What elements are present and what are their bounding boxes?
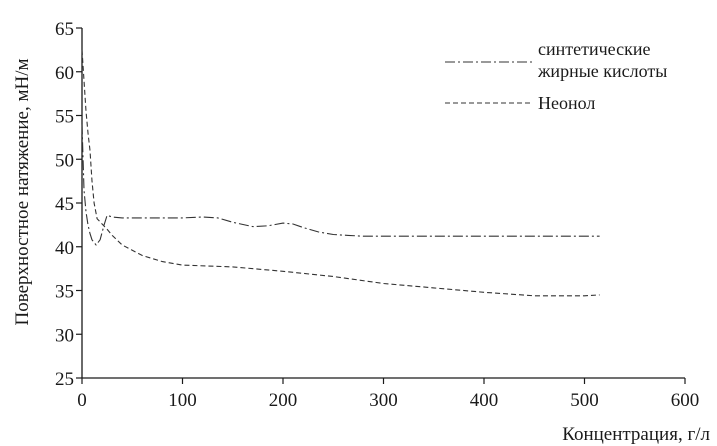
y-tick-label: 50 xyxy=(55,150,74,171)
y-tick-label: 40 xyxy=(55,238,74,259)
y-axis-label: Поверхностное натяжение, мН/м xyxy=(12,58,33,325)
x-tick-label: 600 xyxy=(671,390,700,411)
series-line-1 xyxy=(81,49,600,297)
series-layer xyxy=(81,49,600,297)
x-tick-label: 400 xyxy=(470,390,499,411)
y-tick-label: 45 xyxy=(55,194,74,215)
series-line-0 xyxy=(81,124,600,246)
legend-label-neonol: Неонол xyxy=(538,93,595,113)
x-tick-label: 300 xyxy=(369,390,398,411)
legend-label-sfa-line1: синтетические xyxy=(538,39,650,59)
x-tick-label: 0 xyxy=(77,390,87,411)
y-tick-label: 25 xyxy=(55,369,74,390)
y-tick-label: 55 xyxy=(55,107,74,128)
x-tick-label: 200 xyxy=(269,390,298,411)
y-tick-label: 30 xyxy=(55,325,74,346)
y-tick-label: 35 xyxy=(55,282,74,303)
axes: 25 30 35 40 45 50 55 60 65 0 100 200 300 400 500 600 xyxy=(55,19,699,411)
legend-label-sfa-line2: жирные кислоты xyxy=(537,61,667,81)
legend: синтетические жирные кислоты Неонол xyxy=(445,39,667,113)
y-tick-label: 60 xyxy=(55,63,74,84)
y-tick-label: 65 xyxy=(55,19,74,40)
x-tick-label: 100 xyxy=(168,390,197,411)
x-tick-label: 500 xyxy=(570,390,599,411)
x-axis-label: Концентрация, г/л xyxy=(562,424,710,445)
